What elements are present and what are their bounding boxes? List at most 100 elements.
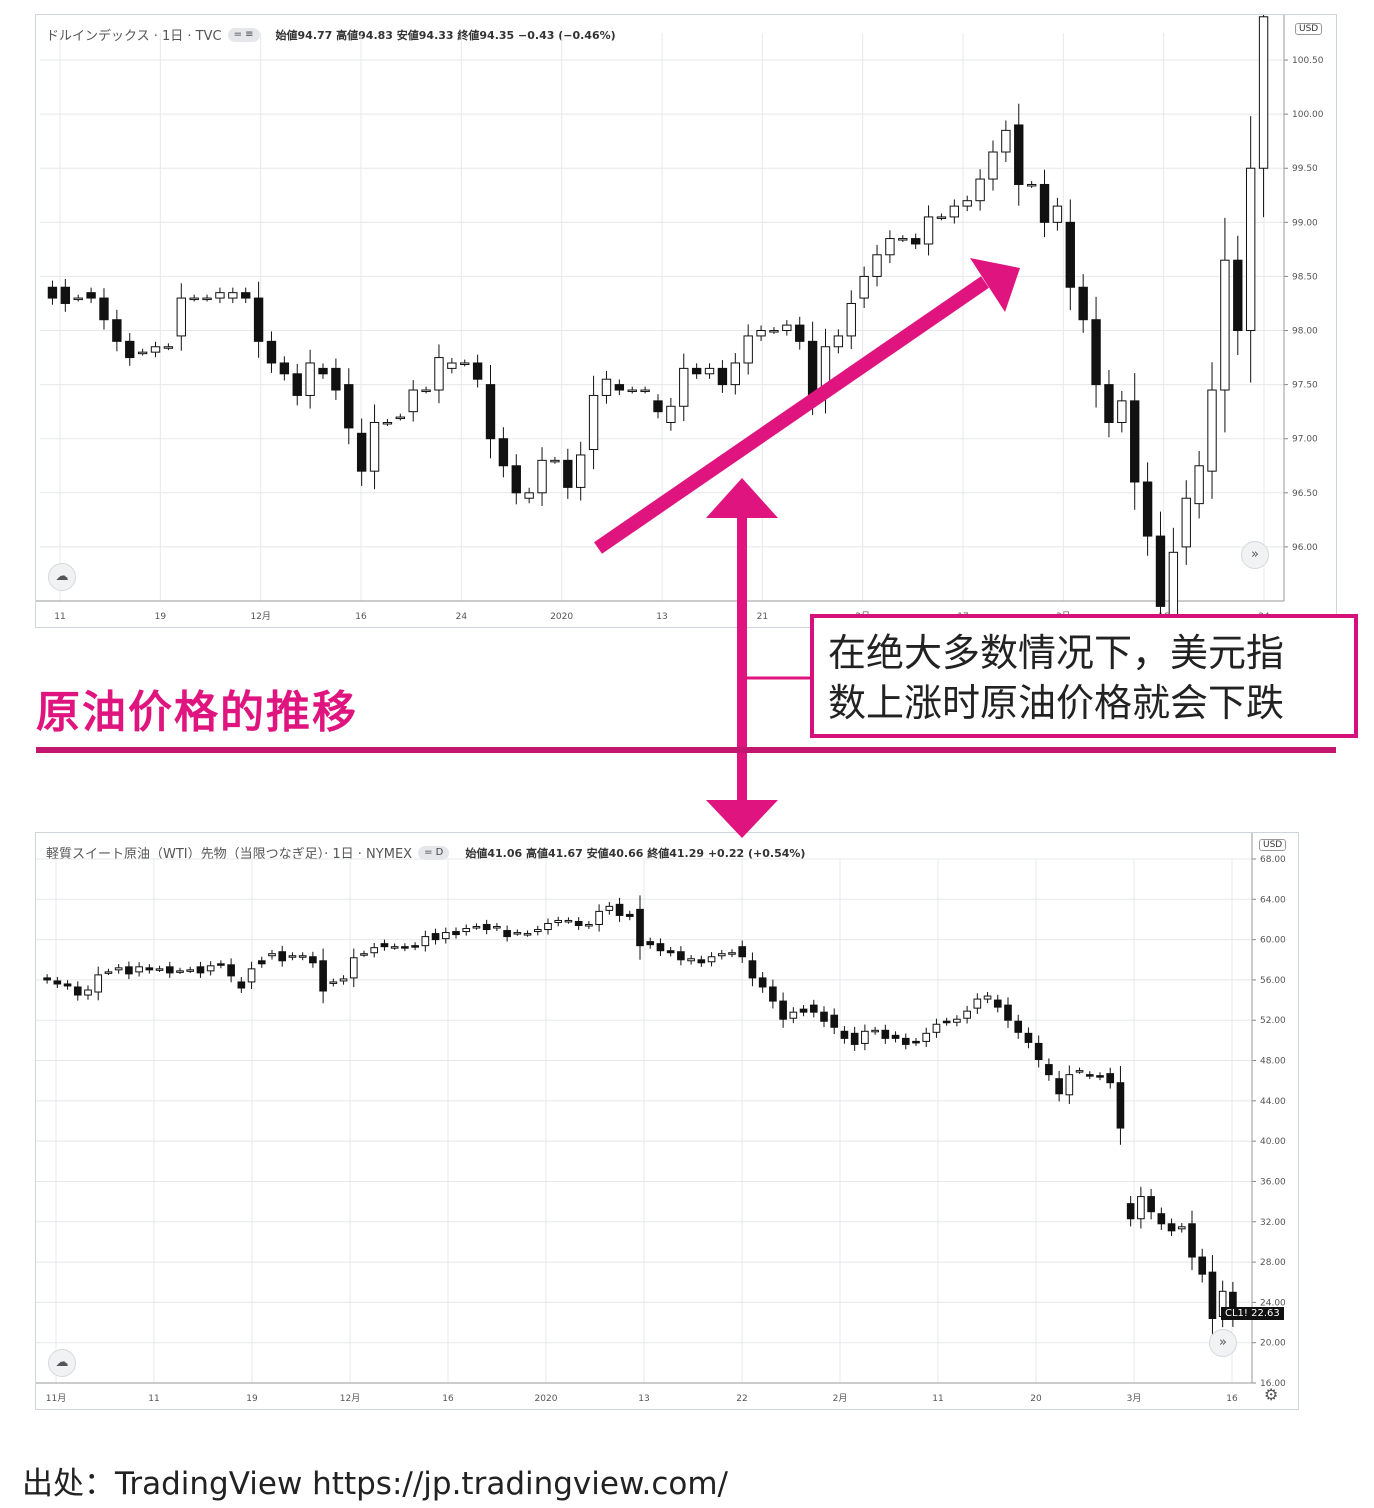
chart2-candle (1177, 1223, 1186, 1233)
chart2-candle (1065, 1065, 1074, 1104)
chart1-candle (872, 244, 882, 287)
chart1-candle (163, 343, 174, 351)
chart2-candle (135, 962, 143, 977)
chart2-symbol-title[interactable]: 軽質スイート原油（WTI）先物（当限つなぎ足）· 1日 · NYMEX (46, 847, 413, 862)
chart1-candle (279, 356, 290, 381)
chart2-candle (441, 927, 450, 944)
chart1-candle (1104, 369, 1114, 438)
chart2-candle (165, 961, 174, 978)
chart2-candle (809, 999, 818, 1018)
chart2-candle (401, 943, 409, 952)
chart2-candle (595, 904, 603, 932)
chart2-candle (1106, 1067, 1115, 1089)
chart2-ohlc-readout: 始値41.06 高値41.67 安値40.66 終値41.29 +0.22 (+… (465, 846, 806, 860)
chart2-candle (646, 937, 655, 949)
chart1-candle (1065, 199, 1075, 311)
chart2-candle (1137, 1186, 1145, 1229)
chart1-candle (511, 454, 521, 505)
chart1-candle (563, 448, 573, 499)
chart1-candle (1168, 527, 1179, 627)
chart1-candle (1014, 103, 1024, 206)
chart2-candle (472, 923, 481, 930)
chart1-candle (228, 287, 238, 304)
chart2-candle (656, 938, 665, 956)
chart1-currency-label[interactable]: USD (1295, 23, 1323, 35)
chart1-candle (150, 341, 161, 358)
callout-line1: 在绝大多数情况下，美元指 (828, 631, 1285, 675)
chart1-xtick-label: 12月 (250, 611, 270, 622)
chart1-candle (666, 397, 676, 431)
chart1-candle (266, 331, 277, 373)
chart2-legend: 軽質スイート原油（WTI）先物（当限つなぎ足）· 1日 · NYMEX = D … (46, 843, 805, 862)
chart1-candle (421, 386, 431, 394)
chart2-candle (94, 966, 103, 1001)
chart2-candle (513, 929, 522, 936)
chart2-plot[interactable]: 68.00 64.00 60.00 56.00 52.00 48.00 44.00 40.00… (36, 833, 1298, 1409)
tradingview-cloud-icon[interactable]: ☁ (48, 563, 76, 591)
chart2-candle (901, 1033, 910, 1050)
chart1-candle (1117, 390, 1127, 433)
chart1-candle (1194, 450, 1204, 519)
chart2-currency-label[interactable]: USD (1259, 839, 1287, 851)
chart1-candle (704, 363, 715, 379)
chart1-candle (318, 363, 328, 379)
chart1-candle (1026, 181, 1037, 188)
chart2-candle (114, 964, 123, 974)
chart2-candle (636, 895, 644, 960)
gear-icon[interactable]: ⚙ (1264, 1385, 1279, 1404)
chart1-candle (846, 290, 856, 350)
chart1-candle (485, 364, 496, 459)
chart2-candle (758, 972, 767, 993)
chart1-candle (923, 205, 934, 256)
chart2-candle (1157, 1207, 1166, 1230)
chart2-candle (830, 1008, 839, 1035)
chart1-ytick-label: 100.00 (1292, 110, 1324, 120)
chart2-candle (1218, 1280, 1227, 1328)
chart1-candle (331, 358, 341, 400)
chart2-xtick-label: 12月 (340, 1393, 360, 1404)
chart1-symbol-title[interactable]: ドルインデックス · 1日 · TVC (46, 29, 222, 44)
chart2-candle (319, 948, 327, 1004)
chart2-candle (605, 902, 614, 915)
chart1-plot[interactable]: 100.50 100.00 99.50 99.00 98.50 98.00 97.50 97.… (36, 15, 1336, 627)
chart2-candle (257, 956, 266, 968)
chart2-candle (922, 1027, 931, 1047)
chart2-candle (1229, 1281, 1237, 1327)
chart2-candle (554, 916, 563, 927)
chart2-candle (963, 1005, 971, 1024)
chart2-candle (728, 949, 736, 958)
chart2-candle (1198, 1248, 1207, 1283)
chart2-candle (799, 1005, 808, 1017)
chart2-legend-toggle[interactable]: = D (418, 845, 450, 860)
chart1-candle (176, 283, 186, 351)
double-chevron-right-icon[interactable]: » (1241, 541, 1269, 569)
double-chevron-right-icon[interactable]: » (1209, 1329, 1237, 1357)
chart2-candle (1004, 997, 1012, 1028)
chart1-candle (1207, 362, 1217, 499)
chart1-ytick-label: 96.50 (1292, 489, 1318, 499)
chart2-ytick-label: 40.00 (1260, 1137, 1286, 1147)
chart1-candle (215, 287, 225, 304)
chart1-candle (640, 386, 650, 394)
chart1-candle (988, 140, 998, 191)
chart1-candle (202, 294, 212, 302)
chart1-candle (550, 456, 560, 464)
chart2-candle (932, 1018, 941, 1038)
chart2-xtick-label: 19 (246, 1394, 258, 1404)
chart2-candle (411, 942, 419, 951)
chart1-candle (730, 353, 740, 395)
chart2-candle (615, 897, 624, 922)
chart1-legend-toggle[interactable]: = ≡ (227, 27, 260, 42)
chart2-candle (993, 994, 1002, 1013)
chart1-candle (627, 386, 637, 394)
chart1-candle (99, 288, 109, 330)
chart1-candle (1233, 235, 1243, 356)
chart2-candle (1045, 1058, 1053, 1081)
chart1-candle (1245, 116, 1256, 383)
chart2-candle (840, 1026, 849, 1044)
chart2-candle (186, 966, 195, 973)
chart2-ytick-label: 64.00 (1260, 895, 1286, 905)
tradingview-cloud-icon[interactable]: ☁ (48, 1349, 76, 1377)
chart1-ytick-label: 99.00 (1292, 218, 1318, 228)
chart1-candle (1130, 373, 1140, 510)
